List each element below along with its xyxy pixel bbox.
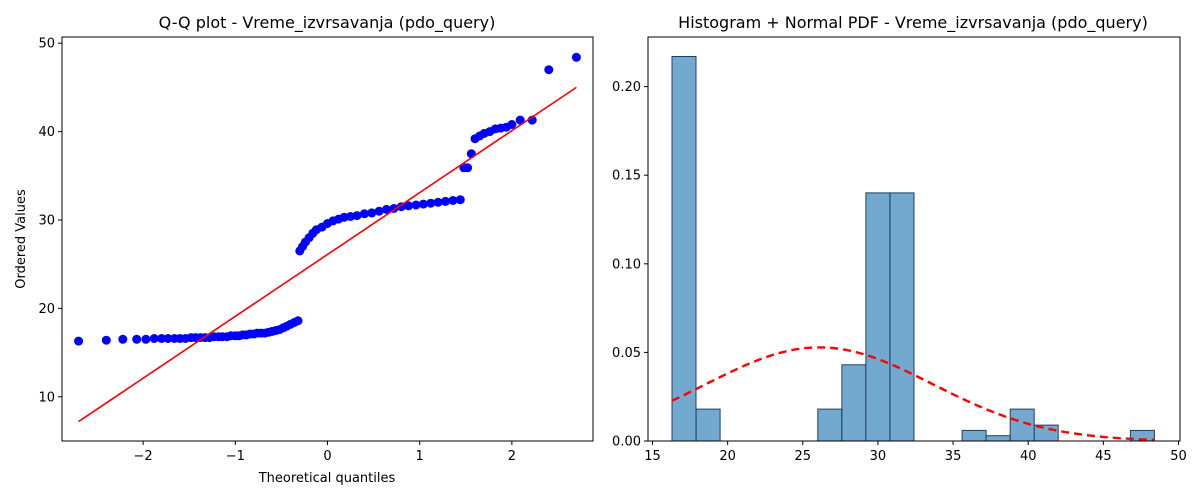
qq-plot-panel: Q-Q plot - Vreme_izvrsavanja (pdo_query)… (14, 13, 594, 486)
histogram-x-tick-label-2: 25 (795, 449, 812, 464)
histogram-bar-12 (961, 429, 987, 442)
qq-point-0 (74, 336, 84, 346)
histogram-x-tick-label-4: 35 (945, 449, 962, 464)
qq-point-57 (396, 202, 406, 212)
qq-plot-title: Q-Q plot - Vreme_izvrsavanja (pdo_query) (159, 13, 496, 33)
normal-pdf-line (671, 346, 1155, 441)
qq-plot-x-axis-label: Theoretical quantiles (258, 471, 396, 486)
qq-point-65 (455, 195, 465, 205)
qq-point-67 (463, 163, 473, 173)
qq-x-tick-label-0: −2 (134, 449, 153, 464)
qq-point-80 (571, 52, 581, 62)
histogram-x-tick-label-6: 45 (1095, 449, 1112, 464)
histogram-title: Histogram + Normal PDF - Vreme_izvrsavan… (678, 13, 1148, 33)
histogram-y-tick-label-4: 0.20 (612, 80, 641, 95)
normal-pdf-curve (671, 346, 1155, 441)
qq-y-tick-label-1: 20 (38, 302, 55, 317)
histogram-y-tick-label-2: 0.10 (612, 257, 641, 272)
histogram-bar-0 (671, 56, 697, 442)
histogram-bar-6 (817, 408, 843, 442)
qq-point-58 (404, 201, 414, 211)
histogram-bars (671, 56, 1155, 442)
qq-point-38 (293, 316, 303, 326)
qq-point-4 (141, 334, 151, 344)
qq-point-7 (163, 334, 173, 343)
qq-plot-marks (74, 52, 581, 423)
qq-point-2 (118, 334, 128, 344)
histogram-frame (647, 36, 1181, 442)
qq-point-77 (515, 115, 525, 125)
qq-point-60 (418, 199, 428, 209)
qq-plot-frame (61, 36, 594, 442)
qq-point-64 (448, 196, 458, 205)
histogram-y-tick-label-1: 0.05 (612, 346, 641, 361)
qq-point-54 (374, 206, 384, 216)
histogram-x-tick-label-7: 50 (1170, 449, 1187, 464)
qq-x-tick-label-4: 2 (508, 449, 516, 464)
qq-point-63 (441, 196, 450, 206)
qq-point-59 (411, 200, 421, 210)
qq-point-51 (352, 211, 362, 221)
histogram-bar-13 (985, 435, 1011, 442)
qq-y-tick-label-3: 40 (38, 125, 55, 140)
qq-point-52 (359, 209, 369, 219)
qq-x-tick-label-1: −1 (226, 449, 245, 464)
qq-plot-x-ticks: −2 −1 0 1 2 (134, 441, 516, 464)
histogram-panel: Histogram + Normal PDF - Vreme_izvrsavan… (612, 13, 1187, 464)
qq-point-55 (382, 204, 391, 214)
qq-point-62 (433, 197, 443, 207)
qq-point-3 (132, 334, 142, 344)
histogram-y-tick-label-0: 0.00 (612, 435, 641, 450)
qq-point-76 (507, 120, 517, 129)
qq-point-68 (466, 149, 476, 159)
histogram-x-tick-label-0: 15 (644, 449, 661, 464)
histogram-bar-8 (865, 192, 891, 442)
qq-fit-line (78, 86, 577, 423)
histogram-bar-1 (695, 408, 721, 442)
histogram-bar-9 (889, 192, 915, 442)
qq-y-tick-label-0: 10 (38, 390, 55, 405)
qq-x-tick-label-2: 0 (323, 449, 331, 464)
qq-plot-y-axis-label: Ordered Values (14, 189, 29, 289)
qq-point-53 (367, 208, 377, 218)
qq-point-61 (426, 198, 436, 208)
qq-x-tick-label-3: 1 (416, 449, 424, 464)
qq-y-tick-label-2: 30 (38, 213, 55, 228)
histogram-x-tick-label-3: 30 (870, 449, 887, 464)
histogram-x-ticks: 15 20 25 30 35 40 45 50 (644, 441, 1187, 464)
qq-point-5 (149, 334, 159, 343)
histogram-y-ticks: 0.00 0.05 0.10 0.15 0.20 (612, 80, 648, 450)
qq-point-79 (544, 65, 554, 75)
qq-point-6 (157, 334, 167, 343)
qq-y-tick-label-4: 50 (38, 37, 55, 52)
histogram-y-tick-label-3: 0.15 (612, 169, 641, 184)
qq-plot-y-ticks: 10 20 30 40 50 (38, 37, 62, 405)
histogram-x-tick-label-5: 40 (1020, 449, 1037, 464)
qq-point-1 (101, 335, 111, 345)
histogram-bar-7 (841, 364, 867, 442)
histogram-x-tick-label-1: 20 (719, 449, 736, 464)
